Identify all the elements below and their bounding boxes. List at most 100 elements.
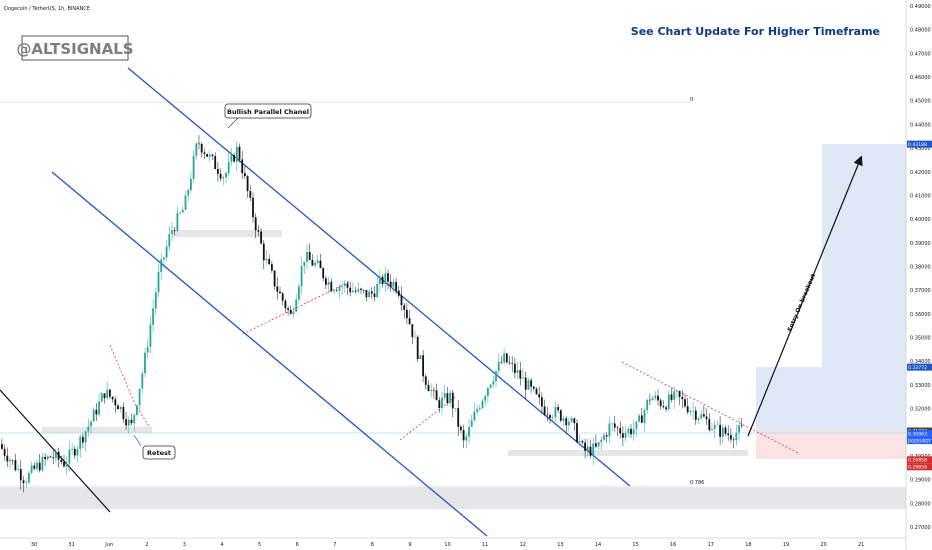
price-axis: 0.49000 0.48000 0.47000 0.46000 0.45000 0.440…	[910, 4, 931, 531]
candle-body	[446, 393, 449, 404]
time-tick-label: 2	[145, 542, 148, 548]
candle-body	[303, 261, 306, 267]
candle-body	[613, 423, 616, 428]
time-tick-label: 19	[783, 542, 789, 548]
candle-body	[568, 421, 570, 426]
candle-body	[287, 308, 289, 310]
candle-body	[697, 418, 700, 420]
candle-body	[17, 469, 19, 471]
take-profit-zone-upper	[822, 144, 906, 367]
price-label-text: 0.43188	[908, 142, 927, 148]
candle-body	[28, 472, 30, 483]
candle-body	[670, 394, 673, 400]
candle-body	[406, 309, 408, 319]
candle-body	[586, 446, 589, 451]
candle-body	[643, 410, 646, 423]
price-label-badge	[907, 430, 932, 438]
candle-body	[3, 448, 6, 456]
price-tick-label: 0.28000	[910, 501, 931, 507]
price-tick-label: 0.45000	[910, 99, 931, 105]
candle-body	[535, 388, 538, 395]
candle-body	[79, 436, 82, 449]
candle-body	[438, 400, 441, 408]
candle-body	[254, 217, 257, 231]
candle-body	[657, 395, 659, 401]
candle-body	[103, 393, 106, 399]
candle-body	[597, 442, 600, 447]
candle-body	[341, 286, 343, 287]
candle-body	[346, 283, 349, 288]
candle-body	[554, 407, 557, 418]
candle-body	[705, 416, 708, 420]
time-tick-label: 7	[333, 542, 336, 548]
support-zone-bottom	[0, 487, 906, 509]
candle-body	[373, 293, 376, 298]
candle-body	[532, 386, 535, 389]
candle-body	[211, 154, 214, 157]
price-labels: 0.431880.337720.310740.310740.30963DOGEU…	[907, 140, 932, 471]
candle-body	[489, 384, 492, 388]
candle-body	[281, 293, 284, 301]
candle-body	[473, 411, 476, 421]
price-label-badge	[907, 437, 932, 445]
candle-body	[419, 355, 422, 360]
price-tick-label: 0.27000	[910, 525, 931, 531]
candle-body	[694, 410, 697, 420]
resistance-zone-mid	[172, 230, 282, 237]
price-label-text: 0.29858	[908, 458, 927, 464]
candle-body	[184, 195, 187, 210]
candle-body	[127, 419, 130, 426]
candle-body	[176, 212, 179, 232]
candle-body	[200, 143, 203, 153]
candle-body	[146, 346, 149, 353]
fib-label-bottom: 0.786	[690, 480, 704, 486]
price-label-badge	[907, 363, 932, 371]
candle-body	[605, 435, 608, 437]
dashed-trend-4	[621, 361, 801, 455]
candle-body	[90, 421, 92, 427]
price-label-badge	[907, 140, 932, 148]
candle-body	[616, 427, 619, 429]
candle-body	[144, 352, 146, 374]
candle-body	[279, 291, 281, 294]
candle-body	[565, 418, 568, 426]
candle-body	[376, 283, 379, 298]
price-tick-label: 0.47000	[910, 51, 931, 57]
candle-body	[600, 439, 603, 443]
candle-body	[308, 252, 311, 260]
candle-body	[505, 353, 508, 363]
candle-body	[703, 414, 705, 417]
candle-body	[9, 460, 11, 462]
candle-body	[273, 270, 276, 287]
candle-body	[570, 418, 573, 422]
candle-body	[397, 290, 400, 296]
candle-body	[179, 212, 181, 214]
candle-body	[152, 308, 154, 325]
candle-body	[238, 146, 241, 160]
candle-body	[98, 401, 100, 415]
candle-body	[44, 456, 46, 459]
candle-body	[546, 414, 549, 416]
candle-body	[487, 387, 489, 397]
candle-body	[500, 362, 503, 363]
candle-body	[514, 363, 516, 373]
time-axis: 30 31 Jun 2 3 4 5 6 7 8 9 10 11 12 13 14 15 16 17 18 19 20 21	[31, 542, 865, 548]
candle-body	[14, 460, 17, 471]
candle-body	[651, 398, 654, 401]
candle-body	[206, 153, 208, 157]
candle-body	[52, 457, 55, 459]
candle-body	[252, 197, 254, 218]
candle-body	[87, 426, 90, 432]
candle-body	[57, 451, 60, 460]
time-tick-label: Jun	[104, 542, 113, 548]
price-label-badge	[907, 463, 932, 471]
candle-body	[76, 448, 79, 456]
candle-body	[457, 408, 460, 427]
channel-label: Bullish Parallel Chanel	[227, 108, 309, 116]
candle-body	[357, 288, 360, 292]
candle-body	[119, 407, 122, 410]
candle-body	[519, 370, 522, 379]
candle-body	[530, 380, 532, 387]
candle-body	[427, 384, 430, 392]
candle-body	[727, 433, 730, 436]
